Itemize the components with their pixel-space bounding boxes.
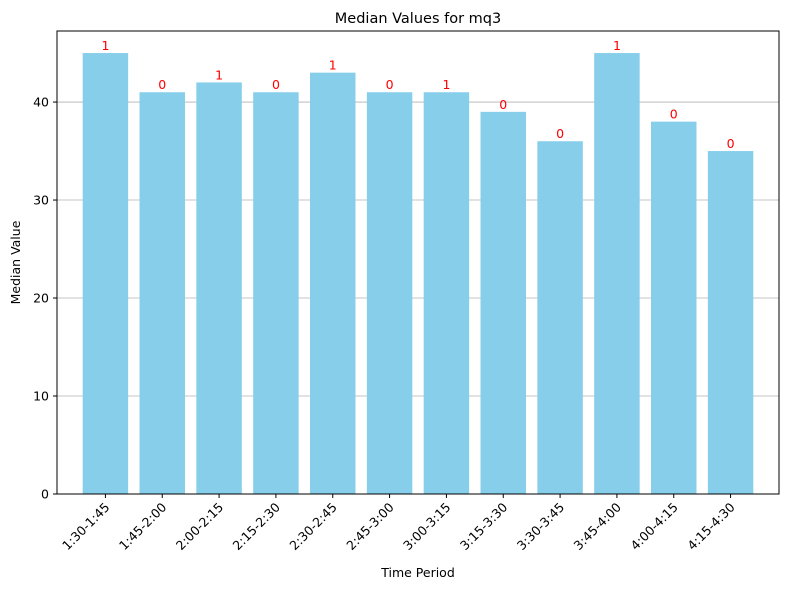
bar-label: 1 (329, 58, 337, 73)
bar (196, 82, 242, 494)
x-axis-label: Time Period (380, 565, 455, 580)
bar (594, 53, 640, 495)
bar (366, 92, 413, 495)
bars (82, 53, 754, 495)
bar-label: 0 (499, 97, 507, 112)
x-tick-label: 1:45-2:00 (116, 499, 170, 553)
chart-title: Median Values for mq3 (335, 11, 501, 27)
plot-frame (56, 30, 780, 495)
bar-label: 1 (101, 38, 109, 53)
y-tick-label: 20 (33, 291, 49, 306)
x-axis-ticks: 1:30-1:45 1:45-2:00 2:00-2:15 2:15-2:30 2:30… (59, 494, 738, 553)
x-tick-label: 2:45-3:00 (343, 499, 397, 553)
x-tick-label: 3:30-3:45 (514, 500, 567, 553)
bar-label: 1 (442, 77, 450, 92)
x-tick-label: 4:00-4:15 (627, 500, 680, 553)
y-tick-label: 0 (41, 487, 49, 502)
x-tick-label: 2:00-2:15 (173, 500, 226, 553)
bar (651, 121, 697, 495)
bar-label: 0 (727, 136, 735, 151)
bar-label: 0 (158, 77, 166, 92)
bar (139, 92, 185, 495)
bar (480, 111, 526, 494)
bar (310, 72, 356, 494)
y-tick-label: 30 (33, 193, 49, 208)
bar-label: 0 (272, 77, 280, 92)
y-axis-ticks: 0 10 20 30 40 (33, 95, 57, 502)
bar-label: 0 (556, 126, 564, 141)
x-tick-label: 2:30-2:45 (286, 500, 339, 553)
x-tick-label: 1:30-1:45 (59, 500, 112, 553)
y-tick-label: 40 (33, 95, 49, 110)
y-tick-label: 10 (33, 389, 49, 404)
bar-label: 1 (613, 38, 621, 53)
x-tick-label: 4:15-4:30 (684, 499, 738, 553)
bar (82, 53, 129, 495)
bar-label: 1 (215, 67, 223, 82)
bar (253, 92, 299, 495)
bar-label: 0 (386, 77, 394, 92)
bar (537, 141, 583, 494)
bar (423, 92, 470, 495)
x-tick-label: 2:15-2:30 (230, 499, 284, 553)
bar-value-labels: 1 0 1 0 1 0 1 0 0 1 0 0 (101, 38, 734, 151)
bar-label: 0 (670, 107, 678, 122)
x-tick-label: 3:00-3:15 (400, 500, 453, 553)
x-tick-label: 3:45-4:00 (571, 499, 625, 553)
bar (707, 151, 754, 494)
x-tick-label: 3:15-3:30 (457, 499, 511, 553)
y-axis-label: Median Value (8, 220, 23, 304)
